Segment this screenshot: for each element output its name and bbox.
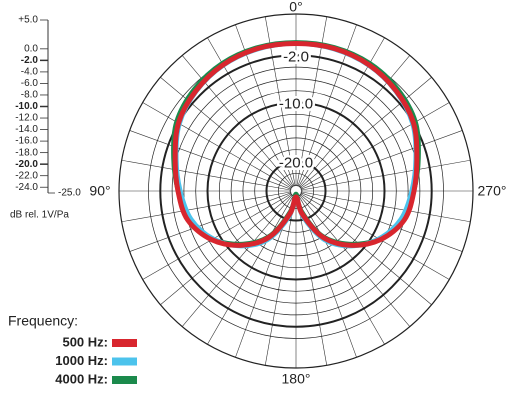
spoke [207,195,294,345]
spoke [121,159,292,191]
r-tick-label: -6.0 [21,78,39,89]
r-tick-label: 0.0 [24,43,38,54]
legend-swatch [112,376,137,384]
spoke [298,55,411,188]
angle-label: 90° [89,183,110,199]
r-tick-label: -8.0 [21,90,39,101]
spoke [296,195,328,366]
ring [171,66,421,316]
ring [183,78,409,304]
spoke [299,76,432,189]
r-tick-label: -2.0 [21,55,39,66]
r-tick-label: -4.0 [21,67,39,78]
ring-label: -20.0 [279,154,313,171]
series-group [171,40,421,249]
r-tick-label: -10.0 [15,101,38,112]
spoke [298,194,411,327]
spoke [300,191,471,223]
spoke [181,194,294,327]
ring [118,13,474,369]
ring [242,137,350,245]
r-tick-label: -25.0 [58,188,81,199]
ring [218,113,374,269]
r-tick-label: -22.0 [15,170,38,181]
spoke [121,191,292,223]
r-axis-label: dB rel. 1V/Pa [10,210,69,221]
polar-line [172,41,420,248]
spoke [300,192,463,252]
spoke [142,102,292,189]
r-tick-label: +5.0 [18,15,38,26]
spoke [300,159,471,191]
r-tick-label: -14.0 [15,124,38,135]
ring [277,172,315,210]
legend-swatch [112,339,137,347]
spoke [298,195,385,345]
ring [206,101,386,281]
ring [195,90,397,292]
ring [265,160,327,222]
angle-label: 180° [282,371,311,387]
spoke [160,76,293,189]
spoke [181,55,294,188]
ring [254,149,338,233]
legend-title: Frequency: [8,313,78,329]
ring [159,54,433,328]
spoke [300,130,463,190]
spoke [264,195,296,366]
ring-label: -10.0 [279,95,313,112]
angle-label: 270° [478,183,507,199]
r-tick-label: -12.0 [15,113,38,124]
spoke [160,193,293,306]
ring-label: -2.0 [283,48,309,65]
legend-label: 4000 Hz: [55,371,108,386]
spoke [129,130,292,190]
spoke [129,192,292,252]
spoke [300,193,450,280]
r-tick-label: -18.0 [15,147,38,158]
angle-label: 0° [289,0,302,15]
ring [230,125,362,257]
spoke [299,193,432,306]
spoke [142,193,292,280]
legend-label: 500 Hz: [62,334,108,349]
spoke [300,102,450,189]
r-tick-label: -24.0 [15,182,38,193]
legend-swatch [112,357,137,366]
legend-label: 1000 Hz: [55,353,108,368]
r-tick-label: -20.0 [15,159,38,170]
r-tick-label: -16.0 [15,136,38,147]
